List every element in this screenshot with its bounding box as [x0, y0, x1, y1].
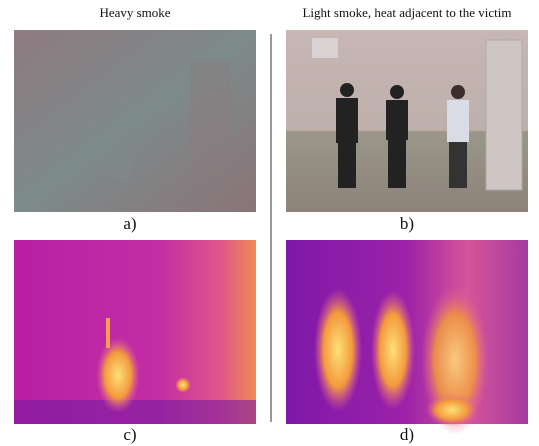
panel-label: a): [123, 214, 136, 233]
page: Heavy smoke Light smoke, heat adjacent t…: [0, 0, 539, 446]
column-title: Light smoke, heat adjacent to the victim: [302, 5, 511, 20]
image-thermal-light-smoke: [286, 240, 528, 435]
panel-label: d): [400, 425, 414, 444]
column-title: Heavy smoke: [99, 5, 170, 20]
panel-label: c): [123, 425, 136, 444]
image-thermal-heavy-smoke: [14, 240, 256, 424]
image-heavy-smoke: [14, 30, 256, 212]
image-light-smoke: [286, 30, 528, 212]
panel-label: b): [400, 214, 414, 233]
figure: Heavy smoke Light smoke, heat adjacent t…: [0, 0, 539, 446]
